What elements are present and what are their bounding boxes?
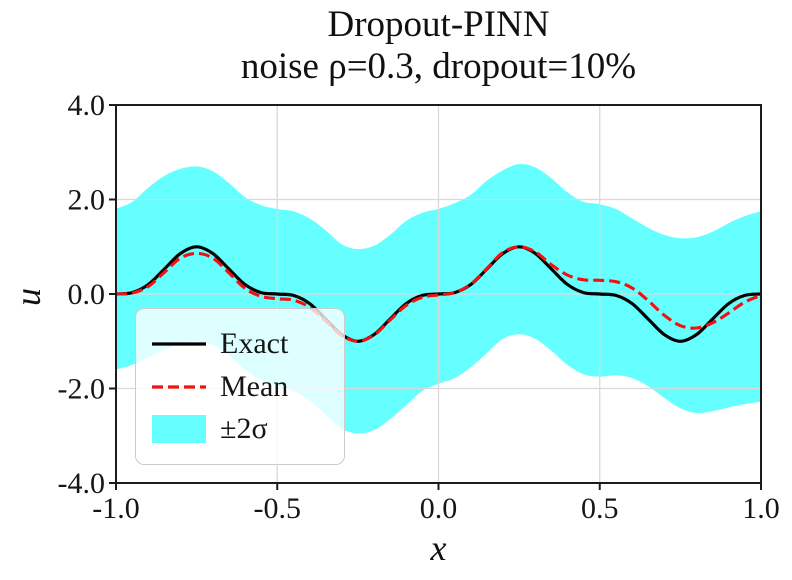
chart-title: Dropout-PINN [327,4,550,45]
y-tick-label: 0.0 [68,278,106,311]
x-tick-label: 0.5 [581,492,619,525]
legend: Exact Mean ±2σ [135,308,345,465]
band-swatch [152,415,206,443]
x-tick-label: 0.0 [420,492,458,525]
legend-label-mean: Mean [220,369,289,403]
x-axis-label: x [430,528,447,568]
legend-item-mean: Mean [152,367,328,407]
y-tick-label: 4.0 [68,89,106,122]
title-block: Dropout-PINN noise ρ=0.3, dropout=10% [116,4,761,88]
y-axis-label: u [8,288,48,306]
x-tick-label: -1.0 [92,492,140,525]
x-tick-label: 1.0 [742,492,780,525]
exact-line [116,245,761,343]
y-tick-label: -4.0 [58,467,106,500]
exact-line-sample [152,340,206,348]
mean-line-sample [152,383,206,391]
y-tick-label: -2.0 [58,373,106,406]
mean-line [116,245,761,343]
legend-label-exact: Exact [220,327,289,360]
legend-item-exact: Exact [152,324,328,364]
x-tick-label: -0.5 [254,492,302,525]
band-sample [152,415,206,443]
legend-label-band: ±2σ [220,412,268,445]
legend-item-band: ±2σ [152,409,328,449]
y-tick-label: 2.0 [68,184,106,217]
chart-subtitle: noise ρ=0.3, dropout=10% [240,46,637,87]
